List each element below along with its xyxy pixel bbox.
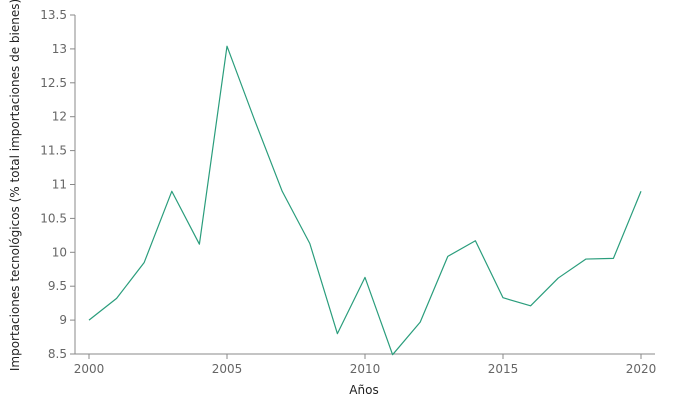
y-tick-label: 11.5 — [40, 144, 67, 158]
y-tick-label: 9.5 — [48, 279, 67, 293]
y-tick-label: 9 — [59, 313, 67, 327]
x-tick-label: 2020 — [626, 362, 657, 376]
y-tick-label: 8.5 — [48, 347, 67, 361]
y-tick-label: 10 — [52, 245, 67, 259]
series-line-0 — [88, 45, 642, 356]
x-tick-label: 2000 — [74, 362, 105, 376]
y-tick-label: 12.5 — [40, 76, 67, 90]
x-axis-title: Años — [349, 383, 378, 397]
series-layer — [88, 45, 642, 356]
y-tick-label: 13 — [52, 42, 67, 56]
y-tick-label: 10.5 — [40, 211, 67, 225]
y-tick-label: 11 — [52, 178, 67, 192]
axes — [74, 15, 655, 355]
x-tick-label: 2010 — [350, 362, 381, 376]
y-axis-title: Importaciones tecnológicos (% total impo… — [8, 0, 22, 371]
y-tick-label: 13.5 — [40, 8, 67, 22]
x-tick-label: 2015 — [488, 362, 519, 376]
x-axis-ticks: 2000 2005 2010 2015 2020 — [74, 354, 657, 376]
y-axis-ticks: 8.5 9 9.5 10 10.5 11 11.5 12 12.5 13 13.5 — [40, 8, 75, 361]
x-tick-label: 2005 — [212, 362, 243, 376]
y-tick-label: 12 — [52, 110, 67, 124]
